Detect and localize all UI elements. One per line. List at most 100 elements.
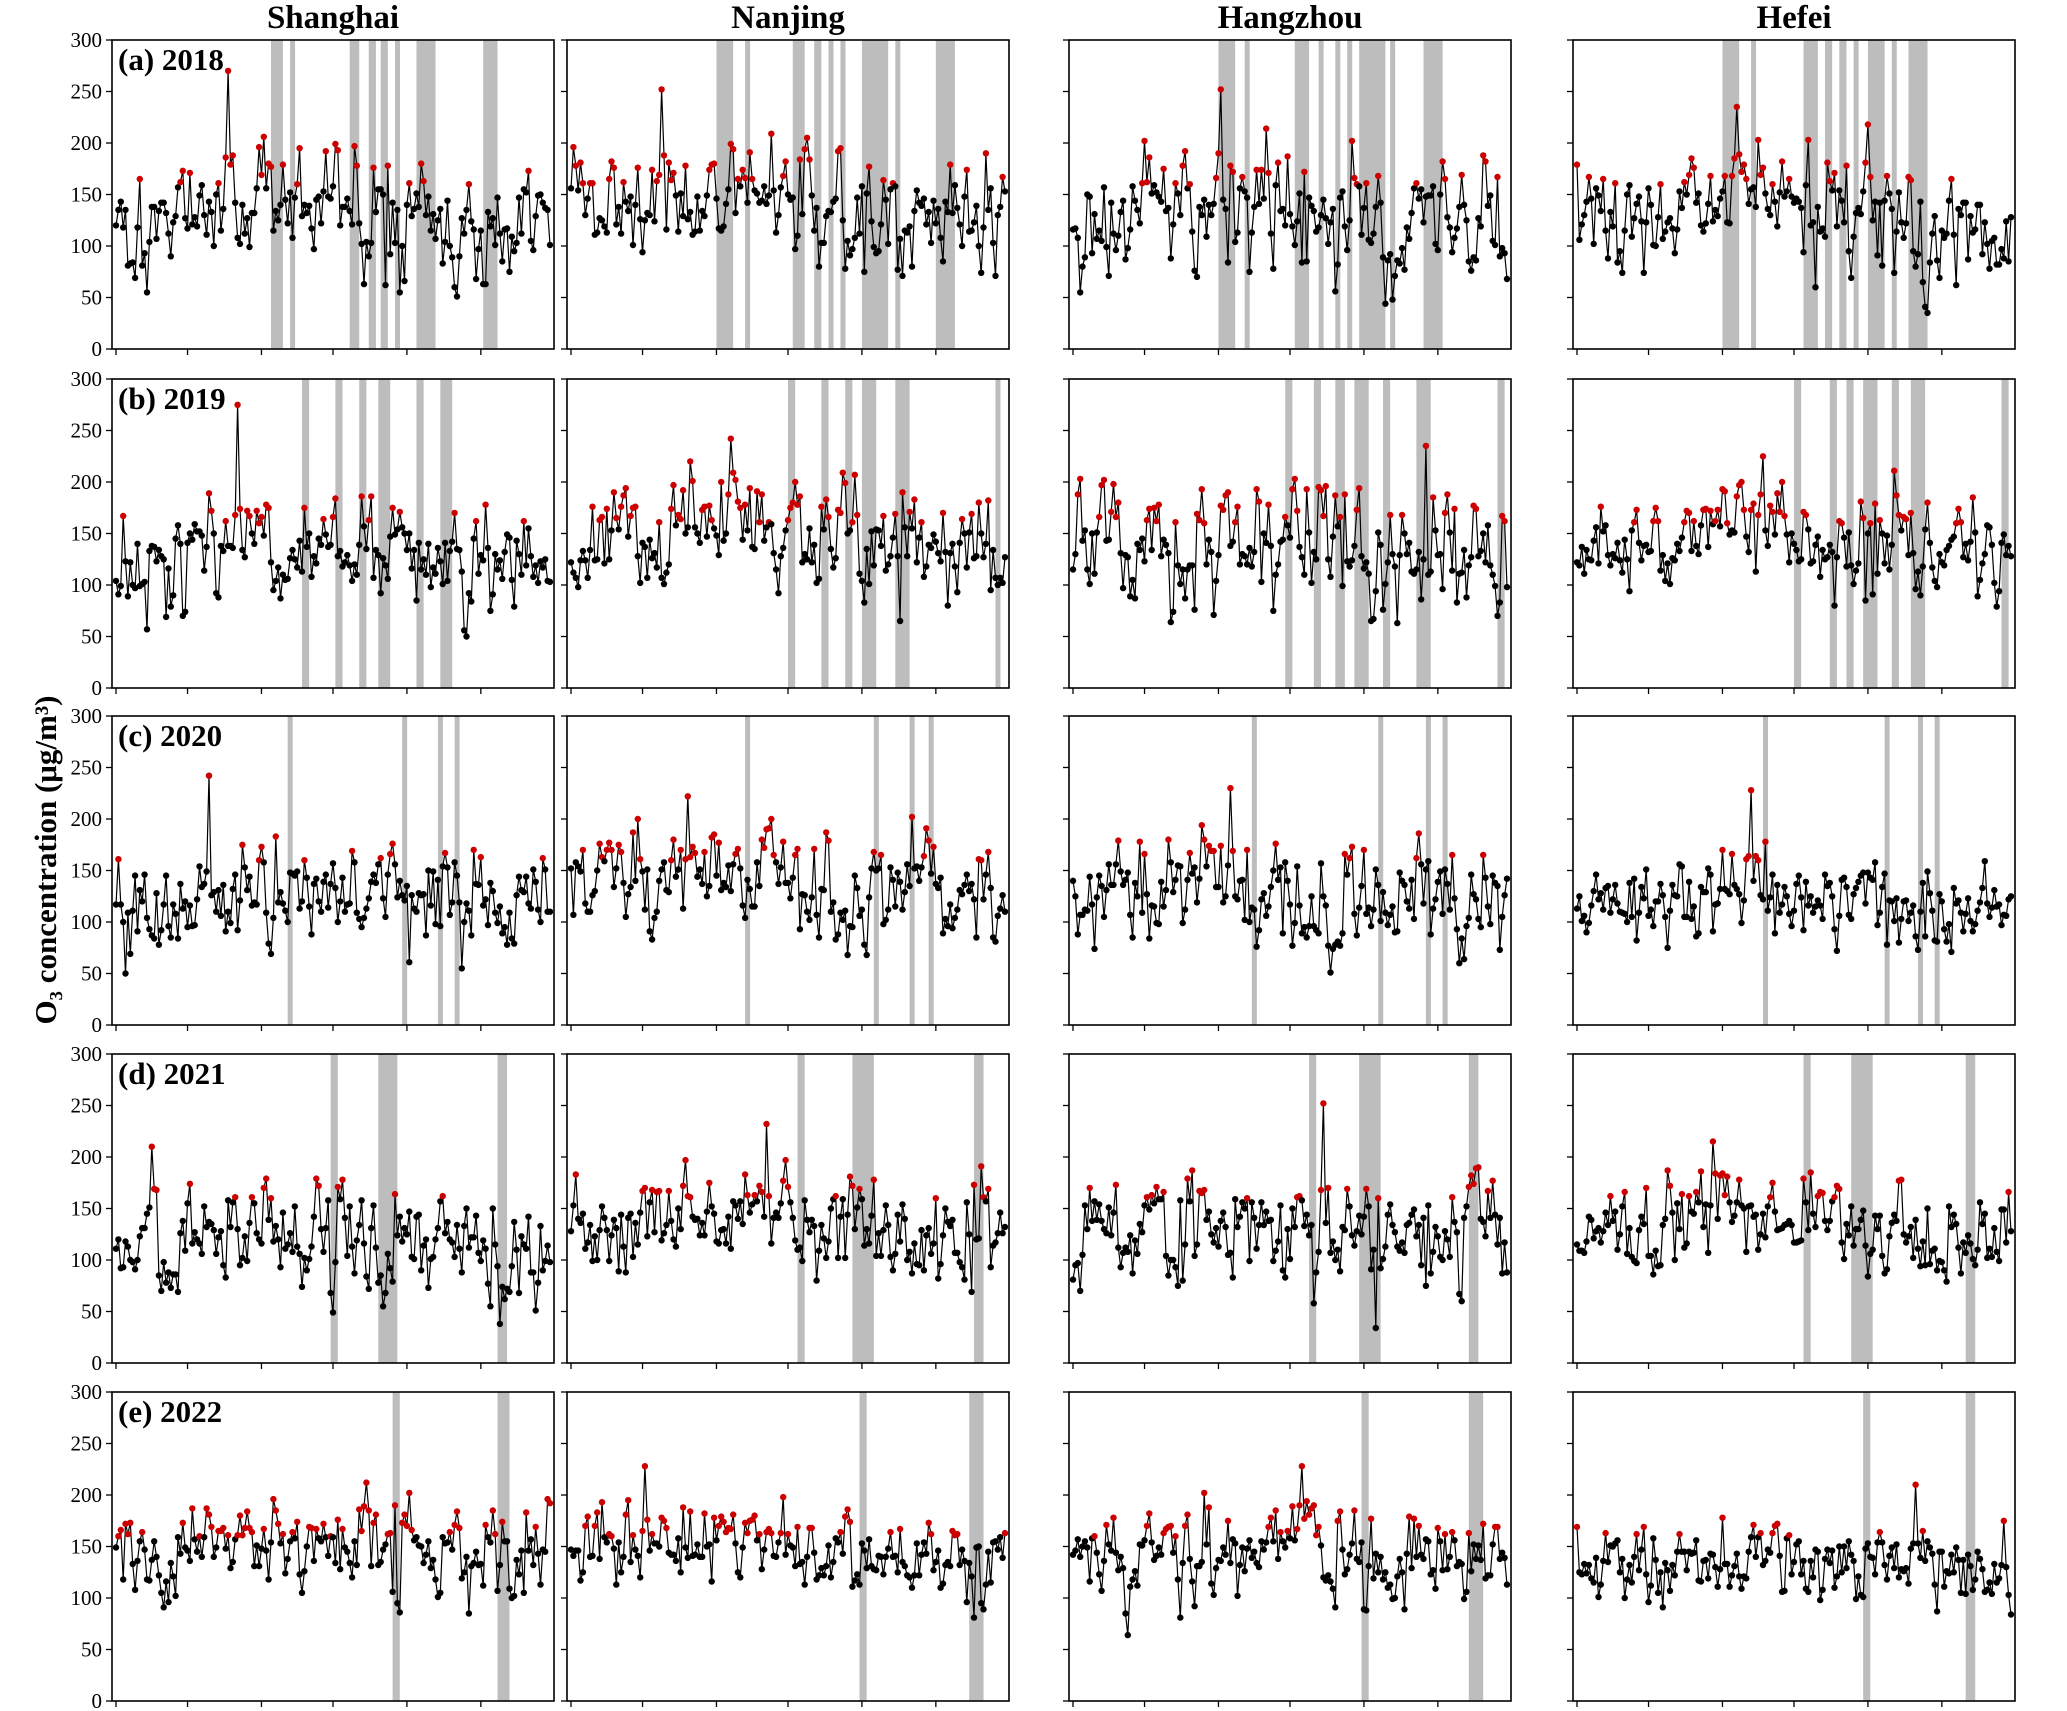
data-point [641, 217, 649, 224]
data-point [939, 1232, 947, 1239]
data-point [472, 275, 480, 283]
data-point [815, 1247, 823, 1254]
data-point [2007, 553, 2015, 560]
data-point [1403, 224, 1411, 231]
data-point [1315, 224, 1322, 231]
data-point [1329, 205, 1337, 213]
exceedance-point [794, 845, 801, 853]
data-point [1826, 879, 1834, 887]
data-point [646, 536, 653, 543]
data-point [1210, 1239, 1217, 1246]
data-point [1891, 917, 1898, 925]
data-point [1246, 1257, 1253, 1265]
panel-2018-hangzhou [1063, 39, 1512, 355]
data-point [1786, 910, 1793, 917]
data-point [1162, 541, 1170, 548]
data-point [129, 1560, 136, 1568]
exceedance-point [606, 839, 613, 846]
exceedance-point [1215, 150, 1222, 157]
exceedance-point [1693, 1188, 1700, 1196]
data-point [1389, 903, 1396, 910]
data-point [1869, 217, 1876, 224]
exceedance-point [856, 1185, 863, 1193]
exceedance-point [1871, 500, 1879, 507]
data-point [1124, 244, 1132, 252]
data-point [251, 209, 258, 217]
data-point [1588, 195, 1595, 202]
data-point [363, 545, 370, 553]
data-point [1778, 901, 1786, 908]
data-point [279, 1209, 287, 1216]
data-point [1079, 263, 1086, 270]
exceedance-point [851, 471, 858, 478]
exceedance-point [870, 848, 877, 856]
exceedance-point [1666, 1182, 1674, 1190]
data-point [1317, 860, 1325, 867]
data-point [439, 580, 446, 588]
data-point [365, 895, 372, 902]
data-point [753, 859, 761, 866]
data-point [913, 1540, 920, 1547]
data-point [715, 1240, 722, 1247]
data-point [1222, 893, 1229, 900]
data-point [820, 526, 827, 533]
data-point [1077, 289, 1084, 296]
episode-shading [271, 40, 283, 349]
data-point [170, 1573, 177, 1580]
data-point [449, 538, 456, 545]
exceedance-point [334, 1516, 341, 1523]
data-point [1788, 1221, 1795, 1229]
data-point [162, 613, 170, 621]
data-point [1191, 1252, 1198, 1260]
data-point [1155, 1544, 1163, 1551]
data-point [1189, 870, 1196, 877]
data-point [1103, 886, 1110, 894]
data-point [956, 1561, 963, 1569]
data-point [270, 227, 277, 234]
data-point [1496, 1555, 1504, 1563]
data-point [753, 1537, 761, 1544]
exceedance-point [489, 1507, 496, 1514]
exceedance-point [387, 1529, 394, 1537]
exceedance-point [985, 848, 992, 856]
data-point [234, 234, 241, 241]
data-point [177, 880, 184, 888]
data-point [477, 1257, 484, 1265]
data-point [434, 1224, 442, 1232]
exceedance-point [1315, 1523, 1322, 1531]
data-point [1091, 570, 1098, 577]
data-point [1981, 550, 1989, 558]
x-tick-label: 07/01 [1770, 1709, 1818, 1711]
data-point [1993, 1248, 2000, 1256]
data-point [1967, 1562, 1974, 1570]
data-point [1623, 1576, 1631, 1583]
data-point [1322, 215, 1330, 222]
exceedance-point [1494, 173, 1501, 181]
data-point [1377, 199, 1384, 206]
data-point [1967, 917, 1974, 925]
data-point [1938, 1258, 1946, 1266]
data-point [1612, 1208, 1619, 1215]
data-point [1403, 1550, 1411, 1557]
data-point [444, 1218, 451, 1226]
exceedance-point [730, 1511, 737, 1518]
panel-2019-hefei [1567, 378, 2016, 694]
data-point [1348, 557, 1356, 564]
data-point [1912, 933, 1919, 940]
data-point [139, 898, 146, 905]
exceedance-point [1112, 1181, 1120, 1189]
exceedance-point [668, 857, 675, 864]
data-point [179, 1217, 186, 1225]
data-point [1291, 919, 1299, 927]
data-point [1277, 1202, 1284, 1209]
data-point [1327, 219, 1334, 226]
data-point [1879, 1539, 1886, 1546]
episode-shading [788, 379, 796, 688]
data-point [370, 1202, 377, 1209]
x-tick-label: 07/01 [1266, 1709, 1314, 1711]
exceedance-point [572, 1171, 579, 1178]
data-point [1279, 1267, 1287, 1274]
data-point [1662, 1559, 1669, 1567]
exceedance-point [1707, 507, 1714, 514]
data-point [1191, 864, 1198, 871]
